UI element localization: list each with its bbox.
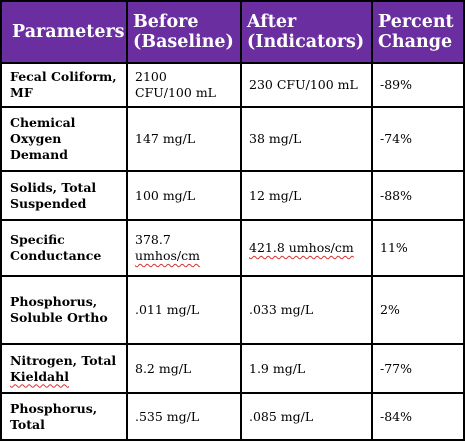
parameter-text: Chemical — [10, 115, 76, 130]
after-cell: .085 mg/L — [240, 392, 373, 441]
change-cell: -89% — [371, 62, 465, 108]
parameter-text: Specific — [10, 232, 65, 247]
change-value: -84% — [380, 408, 413, 424]
before-cell: 8.2 mg/L — [126, 343, 242, 394]
change-cell: 11% — [371, 219, 465, 277]
before-cell: 2100 CFU/100 mL — [126, 62, 242, 108]
after-cell: 1.9 mg/L — [240, 343, 373, 394]
parameter-cell: Fecal Coliform, MF — [0, 62, 128, 108]
change-cell: -77% — [371, 343, 465, 394]
header-before-line1: Before — [133, 12, 199, 32]
parameter-text: MF — [10, 85, 33, 100]
after-value: .033 mg/L — [249, 302, 314, 317]
after-cell: 230 CFU/100 mL — [240, 62, 373, 108]
header-percent-change: Percent Change — [371, 0, 465, 64]
change-value: -89% — [380, 77, 413, 92]
before-value: .011 mg/L — [135, 302, 200, 317]
header-parameters-label: Parameters — [12, 22, 125, 42]
parameter-text: Solids, Total — [10, 179, 97, 195]
parameter-text: Demand — [10, 147, 68, 162]
change-cell: -74% — [371, 106, 465, 172]
table-row: Fecal Coliform, MF 2100 CFU/100 mL 230 C… — [0, 62, 465, 108]
header-change-line1: Percent — [378, 12, 454, 32]
table-row: Chemical Oxygen Demand 147 mg/L 38 mg/L … — [0, 106, 465, 172]
parameter-cell: Phosphorus, Soluble Ortho — [0, 275, 128, 345]
before-value: CFU/100 mL — [135, 85, 216, 100]
parameter-text: Kieldahl — [10, 368, 69, 384]
header-after-line2: (Indicators) — [247, 32, 365, 52]
after-value: 12 mg/L — [249, 187, 302, 203]
header-before: Before (Baseline) — [126, 0, 242, 64]
change-value: 11% — [380, 240, 408, 255]
change-cell: 2% — [371, 275, 465, 345]
before-cell: 378.7 umhos/cm — [126, 219, 242, 277]
parameter-text: Fecal Coliform, — [10, 69, 117, 84]
table-row: Phosphorus, Soluble Ortho .011 mg/L .033… — [0, 275, 465, 345]
parameter-text: Phosphorus, — [10, 400, 98, 416]
parameter-text: Nitrogen, Total — [10, 352, 117, 368]
before-cell: 147 mg/L — [126, 106, 242, 172]
change-value: 2% — [380, 302, 400, 317]
after-cell: 421.8 umhos/cm — [240, 219, 373, 277]
header-row: Parameters Before (Baseline) After (Indi… — [0, 0, 465, 64]
parameter-text: Conductance — [10, 248, 102, 263]
before-cell: 100 mg/L — [126, 170, 242, 221]
parameter-cell: Specific Conductance — [0, 219, 128, 277]
header-before-line2: (Baseline) — [133, 32, 234, 52]
before-cell: .011 mg/L — [126, 275, 242, 345]
parameter-text: Oxygen — [10, 131, 62, 146]
parameter-cell: Chemical Oxygen Demand — [0, 106, 128, 172]
after-value: .085 mg/L — [249, 408, 314, 424]
before-value: 8.2 mg/L — [135, 360, 192, 376]
table-row: Nitrogen, Total Kieldahl 8.2 mg/L 1.9 mg… — [0, 343, 465, 394]
before-value: .535 mg/L — [135, 408, 200, 424]
before-cell: .535 mg/L — [126, 392, 242, 441]
before-value: 378.7 — [135, 232, 171, 247]
change-value: -88% — [380, 187, 413, 203]
parameter-cell: Phosphorus, Total — [0, 392, 128, 441]
change-cell: -84% — [371, 392, 465, 441]
change-value: -77% — [380, 360, 413, 376]
after-value: 1.9 mg/L — [249, 360, 306, 376]
change-cell: -88% — [371, 170, 465, 221]
after-cell: 38 mg/L — [240, 106, 373, 172]
parameter-text: Soluble Ortho — [10, 310, 108, 325]
parameter-text: Phosphorus, — [10, 294, 98, 309]
after-cell: .033 mg/L — [240, 275, 373, 345]
header-after: After (Indicators) — [240, 0, 373, 64]
change-value: -74% — [380, 131, 413, 146]
after-cell: 12 mg/L — [240, 170, 373, 221]
parameter-text: Suspended — [10, 195, 87, 211]
after-value: 230 CFU/100 mL — [249, 77, 358, 92]
parameter-text: Total — [10, 416, 45, 432]
header-after-line1: After — [247, 12, 297, 32]
parameter-cell: Solids, Total Suspended — [0, 170, 128, 221]
before-value: 2100 — [135, 69, 167, 84]
table-row: Specific Conductance 378.7 umhos/cm 421.… — [0, 219, 465, 277]
table-row: Solids, Total Suspended 100 mg/L 12 mg/L… — [0, 170, 465, 221]
after-value: 421.8 umhos/cm — [249, 240, 354, 255]
before-value: umhos/cm — [135, 248, 200, 263]
before-value: 147 mg/L — [135, 131, 196, 146]
before-value: 100 mg/L — [135, 187, 196, 203]
header-parameters: Parameters — [0, 0, 128, 64]
table-row: Phosphorus, Total .535 mg/L .085 mg/L -8… — [0, 392, 465, 441]
after-value: 38 mg/L — [249, 131, 302, 146]
parameter-cell: Nitrogen, Total Kieldahl — [0, 343, 128, 394]
header-change-line2: Change — [378, 32, 453, 52]
